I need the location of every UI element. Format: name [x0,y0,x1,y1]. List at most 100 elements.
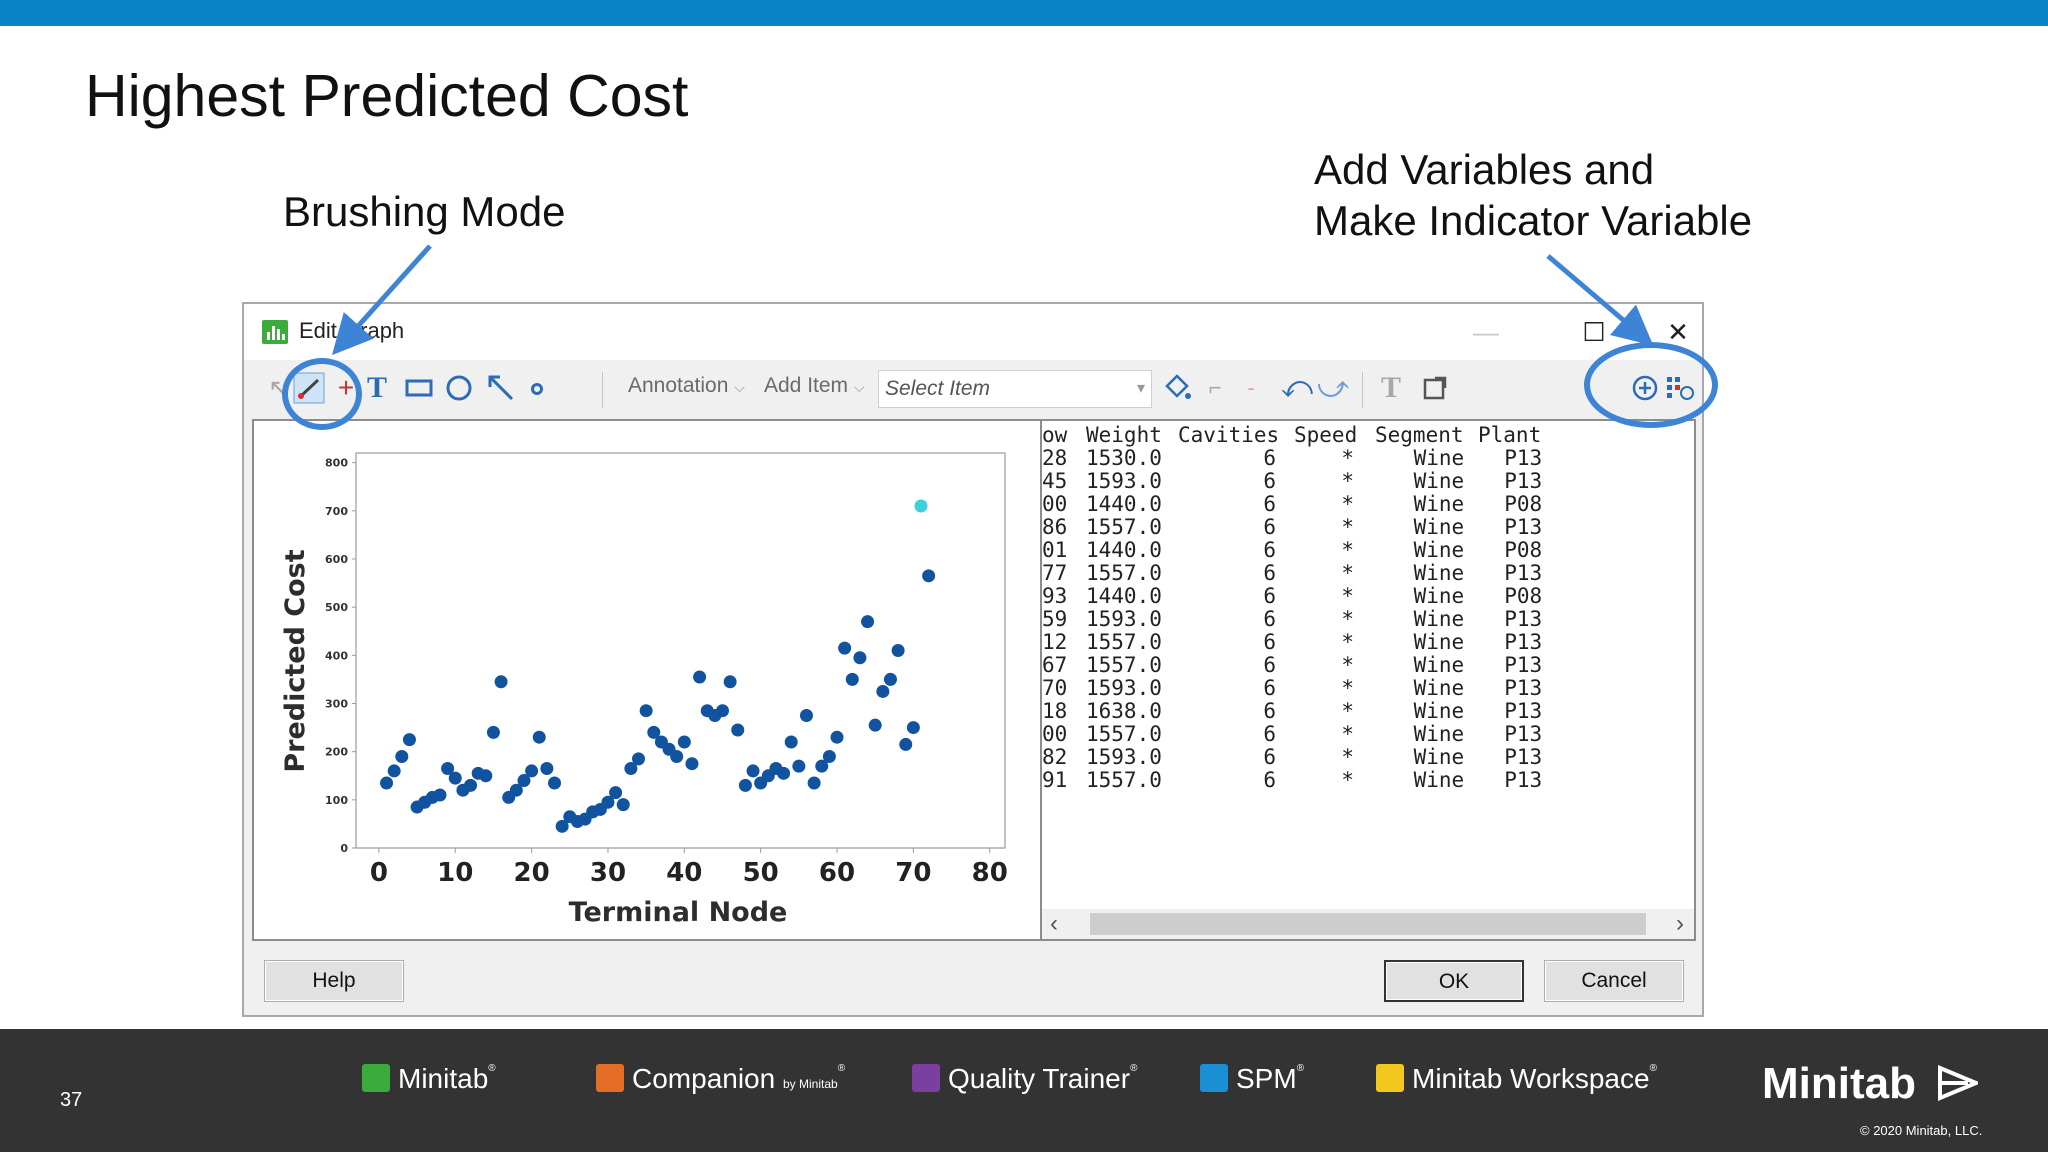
undo-icon[interactable]: ⤺ [1280,371,1314,404]
worksheet-pane[interactable]: ow Weight Cavities Speed Segment Plant 28 1530.… [1040,419,1696,941]
data-point[interactable] [738,778,752,792]
data-point[interactable] [693,670,707,684]
data-point[interactable] [685,757,699,771]
data-point[interactable] [540,762,554,776]
worksheet-row[interactable]: 86 1557.0 6 * Wine P13 [1042,513,1694,543]
fill-icon[interactable] [1158,370,1196,406]
data-point[interactable] [883,672,897,686]
data-point[interactable] [899,737,913,751]
data-point[interactable] [830,730,844,744]
data-point[interactable] [746,764,760,778]
callout-brushing-mode: Brushing Mode [283,188,566,235]
worksheet-row[interactable]: 70 1593.0 6 * Wine P13 [1042,674,1694,704]
worksheet-row[interactable]: 67 1557.0 6 * Wine P13 [1042,651,1694,681]
data-point[interactable] [799,709,813,723]
graph-pane[interactable]: 0 100 200 300 400 500 600 700 800 0 10 20 30 40 50 60 7… [252,419,1042,941]
close-icon[interactable]: ✕ [1667,317,1689,347]
y-tick-label: 100 [325,794,348,807]
maximize-icon[interactable]: ☐ [1582,317,1606,347]
data-point[interactable] [525,764,539,778]
data-point[interactable] [777,766,791,780]
data-point[interactable] [647,725,661,739]
data-point[interactable] [922,569,936,583]
worksheet-row[interactable]: 28 1530.0 6 * Wine P13 [1042,444,1694,474]
data-point[interactable] [731,723,745,737]
worksheet-row[interactable]: 91 1557.0 6 * Wine P13 [1042,766,1694,796]
data-point[interactable] [906,721,920,735]
data-point[interactable] [441,762,455,776]
horizontal-scrollbar[interactable]: ‹ › [1042,909,1694,939]
line-arrow-icon[interactable] [484,370,518,406]
data-point[interactable] [822,749,836,763]
data-point[interactable] [861,615,875,629]
data-point[interactable] [555,819,569,833]
data-point[interactable] [853,651,867,665]
data-point[interactable] [387,764,401,778]
data-point[interactable] [517,774,531,788]
data-point[interactable] [494,675,508,689]
worksheet-row[interactable]: 12 1557.0 6 * Wine P13 [1042,628,1694,658]
worksheet-row[interactable]: 00 1557.0 6 * Wine P13 [1042,720,1694,750]
data-point[interactable] [464,778,478,792]
data-point[interactable] [433,788,447,802]
data-point[interactable] [548,776,562,790]
worksheet-row[interactable]: 82 1593.0 6 * Wine P13 [1042,743,1694,773]
minimize-icon[interactable]: — [1473,317,1499,347]
data-point[interactable] [715,704,729,718]
data-point[interactable] [479,769,493,783]
help-button[interactable]: Help [264,960,404,1002]
scatterplot[interactable]: 0 100 200 300 400 500 600 700 800 0 10 20 30 40 50 60 7… [254,421,1040,939]
data-point[interactable] [616,798,630,812]
worksheet-cell: 6 [1263,515,1277,539]
worksheet-row[interactable]: 77 1557.0 6 * Wine P13 [1042,559,1694,589]
worksheet-row[interactable]: 01 1440.0 6 * Wine P08 [1042,536,1694,566]
worksheet-cell: P13 [1504,469,1543,493]
data-point[interactable] [876,684,890,698]
data-point[interactable] [380,776,394,790]
text-tool-icon[interactable]: T [366,371,387,404]
data-point[interactable] [632,752,646,766]
worksheet-row[interactable]: 18 1638.0 6 * Wine P13 [1042,697,1694,727]
data-point[interactable] [838,641,852,655]
worksheet-row[interactable]: 00 1440.0 6 * Wine P08 [1042,490,1694,520]
scrollbar-thumb[interactable] [1090,913,1646,935]
highlighted-data-point[interactable] [914,499,928,513]
export-icon[interactable] [1418,370,1452,406]
data-point[interactable] [723,675,737,689]
data-point[interactable] [402,733,416,747]
data-point[interactable] [845,672,859,686]
data-point[interactable] [670,749,684,763]
data-point[interactable] [486,725,500,739]
data-point[interactable] [868,718,882,732]
ellipse-icon[interactable] [442,370,476,406]
ok-button[interactable]: OK [1384,960,1524,1002]
data-point[interactable] [532,730,546,744]
data-point[interactable] [639,704,653,718]
scroll-right-icon[interactable]: › [1676,910,1684,937]
data-point[interactable] [891,644,905,657]
data-point[interactable] [784,735,798,749]
data-point[interactable] [601,795,615,809]
marker-icon[interactable] [524,370,550,406]
select-item-combobox[interactable]: Select Item ▾ [878,370,1152,408]
data-point[interactable] [792,759,806,773]
scroll-left-icon[interactable]: ‹ [1050,910,1058,937]
worksheet-header-row[interactable]: ow Weight Cavities Speed Segment Plant [1042,421,1694,451]
redo-icon[interactable]: ⤻ [1316,371,1350,404]
data-point[interactable] [448,771,462,785]
cancel-button[interactable]: Cancel [1544,960,1684,1002]
data-point[interactable] [807,776,821,790]
data-point[interactable] [395,749,409,763]
worksheet-row[interactable]: 45 1593.0 6 * Wine P13 [1042,467,1694,497]
data-point[interactable] [624,762,638,776]
worksheet-row[interactable]: 93 1440.0 6 * Wine P08 [1042,582,1694,612]
worksheet-row[interactable]: 59 1593.0 6 * Wine P13 [1042,605,1694,635]
data-point[interactable] [677,735,691,749]
data-point[interactable] [815,759,829,773]
add-item-dropdown[interactable]: Add Item ⌵ [764,374,865,398]
annotation-dropdown[interactable]: Annotation ⌵ [628,374,745,398]
data-point[interactable] [509,783,523,797]
text-format-icon[interactable]: T [1380,371,1401,404]
data-point[interactable] [609,786,623,800]
rectangle-icon[interactable] [402,370,436,406]
